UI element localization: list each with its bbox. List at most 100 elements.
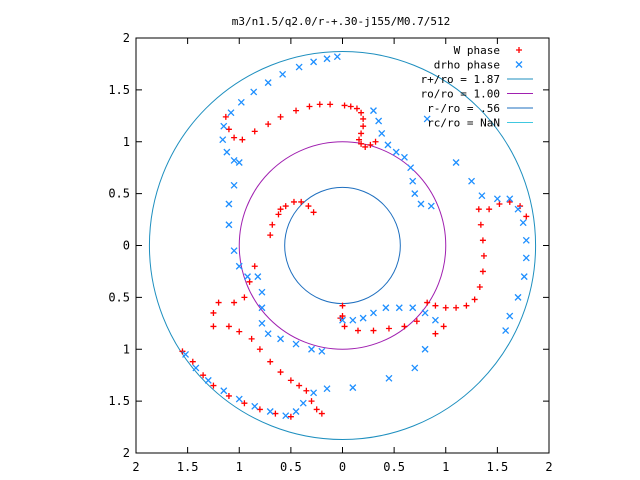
drho-phase-point	[310, 58, 318, 66]
legend-label: drho phase	[434, 59, 500, 72]
w-phase-point	[293, 107, 300, 114]
drho-phase-point	[382, 304, 390, 312]
drho-phase-point	[219, 136, 227, 144]
y-tick-label: 1	[123, 135, 130, 149]
w-phase-point	[267, 358, 274, 365]
radius-circle	[238, 141, 447, 350]
drho-phase-point	[452, 159, 460, 166]
w-phase-point	[370, 327, 377, 334]
w-phase-point	[210, 309, 217, 316]
drho-phase-point	[522, 254, 530, 262]
drho-phase-point	[220, 387, 228, 395]
w-phase-point	[372, 138, 379, 145]
w-phase-point	[251, 263, 258, 270]
x-tick-label: 1	[442, 460, 449, 474]
drho-phase-point	[411, 364, 419, 372]
w-phase-point	[200, 372, 207, 379]
w-phase-point	[479, 237, 486, 244]
w-phase-point	[471, 296, 478, 303]
drho-phase-point	[192, 364, 200, 372]
w-phase-point	[275, 211, 282, 218]
drho-phase-point	[409, 177, 417, 185]
drho-phase-point	[333, 53, 341, 61]
w-phase-point	[339, 302, 346, 309]
drho-phase-point	[411, 190, 419, 198]
w-phase-point	[225, 392, 232, 399]
w-phase-point	[251, 128, 258, 135]
drho-phase-point	[400, 153, 408, 161]
w-phase-point	[231, 299, 238, 306]
drho-phase-point	[514, 205, 522, 213]
drho-phase-point	[417, 200, 425, 208]
x-tick-label: 1	[236, 460, 243, 474]
drho-phase-point	[478, 192, 486, 200]
drho-phase-point	[378, 129, 386, 137]
w-phase-point	[296, 382, 303, 389]
drho-phase-point	[237, 98, 245, 106]
w-phase-point	[282, 203, 289, 210]
drho-phase-point	[277, 335, 285, 343]
x-tick-label: 0	[339, 460, 346, 474]
drho-phase-point	[520, 273, 528, 281]
drho-phase-point	[251, 402, 259, 410]
w-phase-point	[341, 102, 348, 109]
legend-label: rc/ro = NaN	[427, 117, 500, 130]
drho-phase-point	[235, 395, 243, 403]
drho-phase-point	[204, 376, 212, 384]
drho-phase-point	[182, 350, 190, 358]
drho-phase-point	[225, 200, 233, 208]
w-phase-point	[367, 141, 374, 148]
w-phase-point	[463, 302, 470, 309]
chart-title: m3/n1.5/q2.0/r-+.30-j155/M0.7/512	[232, 15, 451, 28]
w-phase-point	[239, 136, 246, 143]
w-phase-point	[269, 221, 276, 228]
w-phase-point	[313, 406, 320, 413]
drho-phase-point	[244, 273, 251, 281]
w-phase-point	[179, 348, 186, 355]
legend-label: r+/ro = 1.87	[421, 73, 500, 86]
w-phase-point	[236, 328, 243, 335]
legend-cross-marker	[515, 61, 523, 68]
drho-phase-point	[339, 316, 346, 324]
w-phase-point	[241, 294, 248, 301]
drho-phase-point	[370, 107, 377, 115]
w-phase-point	[308, 398, 315, 405]
axis-ticks: 2 1.5 1 0.5 0 0.5 1 1.5 221.510.500.511.52	[108, 31, 552, 474]
w-phase-point	[354, 327, 361, 334]
radius-circle	[284, 186, 401, 305]
drho-phase-point	[230, 247, 238, 255]
drho-phase-point	[220, 122, 228, 130]
w-phase-point	[277, 206, 284, 213]
drho-phase-point	[308, 345, 315, 353]
drho-phase-point	[266, 408, 274, 415]
drho-phase-point	[407, 164, 415, 172]
drho-phase-point	[230, 181, 238, 189]
drho-phase-point	[506, 312, 514, 320]
w-phase-point	[277, 369, 284, 376]
x-tick-label: 2	[132, 460, 139, 474]
w-phase-point	[310, 209, 317, 216]
drho-phase-point	[282, 412, 290, 420]
drho-phase-point	[230, 156, 238, 164]
x-tick-label: 0.5	[383, 460, 405, 474]
w-phase-point	[225, 323, 232, 330]
w-phase-point	[453, 304, 460, 311]
drho-phase-point	[506, 195, 514, 203]
w-phase-point	[358, 130, 365, 137]
drho-phase-point	[370, 309, 377, 317]
w-phase-point	[442, 304, 449, 311]
drho-phase-point	[514, 293, 522, 301]
drho-phase-point	[427, 202, 435, 210]
w-phase-point	[341, 323, 348, 330]
drho-phase-point	[384, 141, 392, 149]
w-phase-point	[440, 323, 447, 330]
w-phase-point	[486, 206, 493, 213]
w-phase-point	[432, 302, 439, 309]
x-tick-label: 1.5	[177, 460, 199, 474]
w-phase-point	[479, 268, 486, 275]
legend-plus-marker	[516, 47, 522, 53]
w-phase-point	[256, 406, 263, 413]
y-tick-label: 1.5	[108, 394, 130, 408]
w-phase-point	[210, 323, 217, 330]
